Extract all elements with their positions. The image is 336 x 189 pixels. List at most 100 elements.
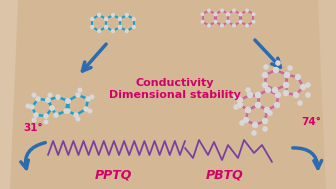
Circle shape [89, 94, 94, 99]
Circle shape [283, 82, 289, 88]
Circle shape [97, 13, 101, 17]
Circle shape [29, 104, 35, 110]
Circle shape [75, 92, 81, 98]
Circle shape [284, 72, 290, 78]
Circle shape [245, 23, 249, 28]
Circle shape [49, 105, 55, 111]
Circle shape [118, 17, 122, 21]
Circle shape [283, 82, 289, 88]
Circle shape [245, 107, 251, 113]
Circle shape [255, 92, 261, 98]
Circle shape [245, 107, 251, 113]
Circle shape [104, 17, 108, 21]
Circle shape [87, 108, 92, 114]
Circle shape [239, 20, 243, 24]
Text: Dimensional stability: Dimensional stability [109, 90, 241, 100]
Circle shape [226, 12, 230, 16]
Circle shape [220, 9, 224, 12]
Circle shape [262, 82, 268, 88]
Circle shape [255, 102, 261, 108]
Circle shape [65, 98, 71, 104]
Circle shape [90, 25, 94, 29]
Circle shape [73, 112, 79, 118]
Circle shape [233, 94, 239, 100]
Circle shape [76, 116, 81, 122]
Circle shape [104, 25, 108, 29]
Circle shape [213, 20, 217, 24]
Circle shape [97, 29, 101, 33]
Circle shape [267, 110, 273, 116]
Circle shape [201, 20, 205, 24]
Circle shape [32, 118, 37, 122]
Circle shape [255, 102, 261, 108]
Circle shape [232, 23, 236, 28]
Circle shape [47, 92, 52, 98]
Circle shape [32, 92, 37, 98]
Text: PPTQ: PPTQ [94, 169, 132, 181]
Circle shape [262, 126, 268, 132]
Circle shape [251, 12, 255, 16]
Circle shape [295, 74, 301, 80]
Circle shape [213, 12, 217, 16]
Circle shape [265, 87, 271, 93]
Circle shape [274, 102, 280, 108]
Circle shape [201, 12, 205, 16]
Circle shape [262, 118, 268, 124]
Circle shape [293, 92, 299, 98]
Circle shape [262, 72, 268, 78]
Circle shape [243, 117, 249, 123]
Circle shape [239, 20, 243, 24]
Circle shape [239, 12, 243, 16]
Circle shape [111, 29, 115, 33]
Circle shape [251, 20, 255, 24]
Circle shape [83, 106, 89, 112]
Circle shape [273, 67, 279, 73]
Circle shape [65, 98, 71, 104]
Circle shape [118, 17, 122, 21]
Circle shape [275, 92, 281, 98]
Circle shape [264, 107, 270, 113]
Circle shape [275, 60, 281, 66]
Circle shape [26, 104, 31, 108]
Circle shape [118, 25, 122, 29]
Circle shape [131, 25, 136, 29]
Circle shape [233, 104, 239, 110]
Circle shape [237, 97, 243, 103]
Circle shape [125, 13, 129, 17]
Circle shape [53, 112, 59, 118]
Circle shape [111, 13, 115, 17]
Circle shape [43, 113, 49, 119]
Circle shape [297, 100, 303, 106]
Circle shape [239, 12, 243, 16]
Text: Conductivity: Conductivity [136, 78, 214, 88]
Circle shape [43, 119, 48, 125]
Circle shape [237, 102, 243, 108]
Circle shape [45, 97, 51, 103]
Circle shape [33, 112, 39, 118]
Polygon shape [0, 0, 18, 189]
Circle shape [245, 9, 249, 12]
Circle shape [245, 87, 251, 93]
Text: PBTQ: PBTQ [206, 169, 244, 181]
Circle shape [252, 122, 258, 128]
Circle shape [131, 17, 136, 21]
Circle shape [78, 88, 83, 92]
Circle shape [104, 17, 108, 21]
Circle shape [220, 23, 224, 28]
Circle shape [225, 20, 229, 24]
Polygon shape [318, 0, 336, 189]
Circle shape [247, 92, 253, 98]
Circle shape [305, 92, 311, 98]
Circle shape [104, 25, 108, 29]
Circle shape [118, 25, 122, 29]
Text: 31°: 31° [23, 123, 43, 133]
Circle shape [207, 23, 211, 28]
Circle shape [213, 20, 217, 24]
Circle shape [55, 94, 61, 100]
Circle shape [65, 108, 71, 114]
Circle shape [213, 12, 217, 16]
Circle shape [90, 17, 94, 21]
Circle shape [226, 20, 230, 24]
Circle shape [49, 105, 55, 111]
Circle shape [272, 87, 278, 93]
